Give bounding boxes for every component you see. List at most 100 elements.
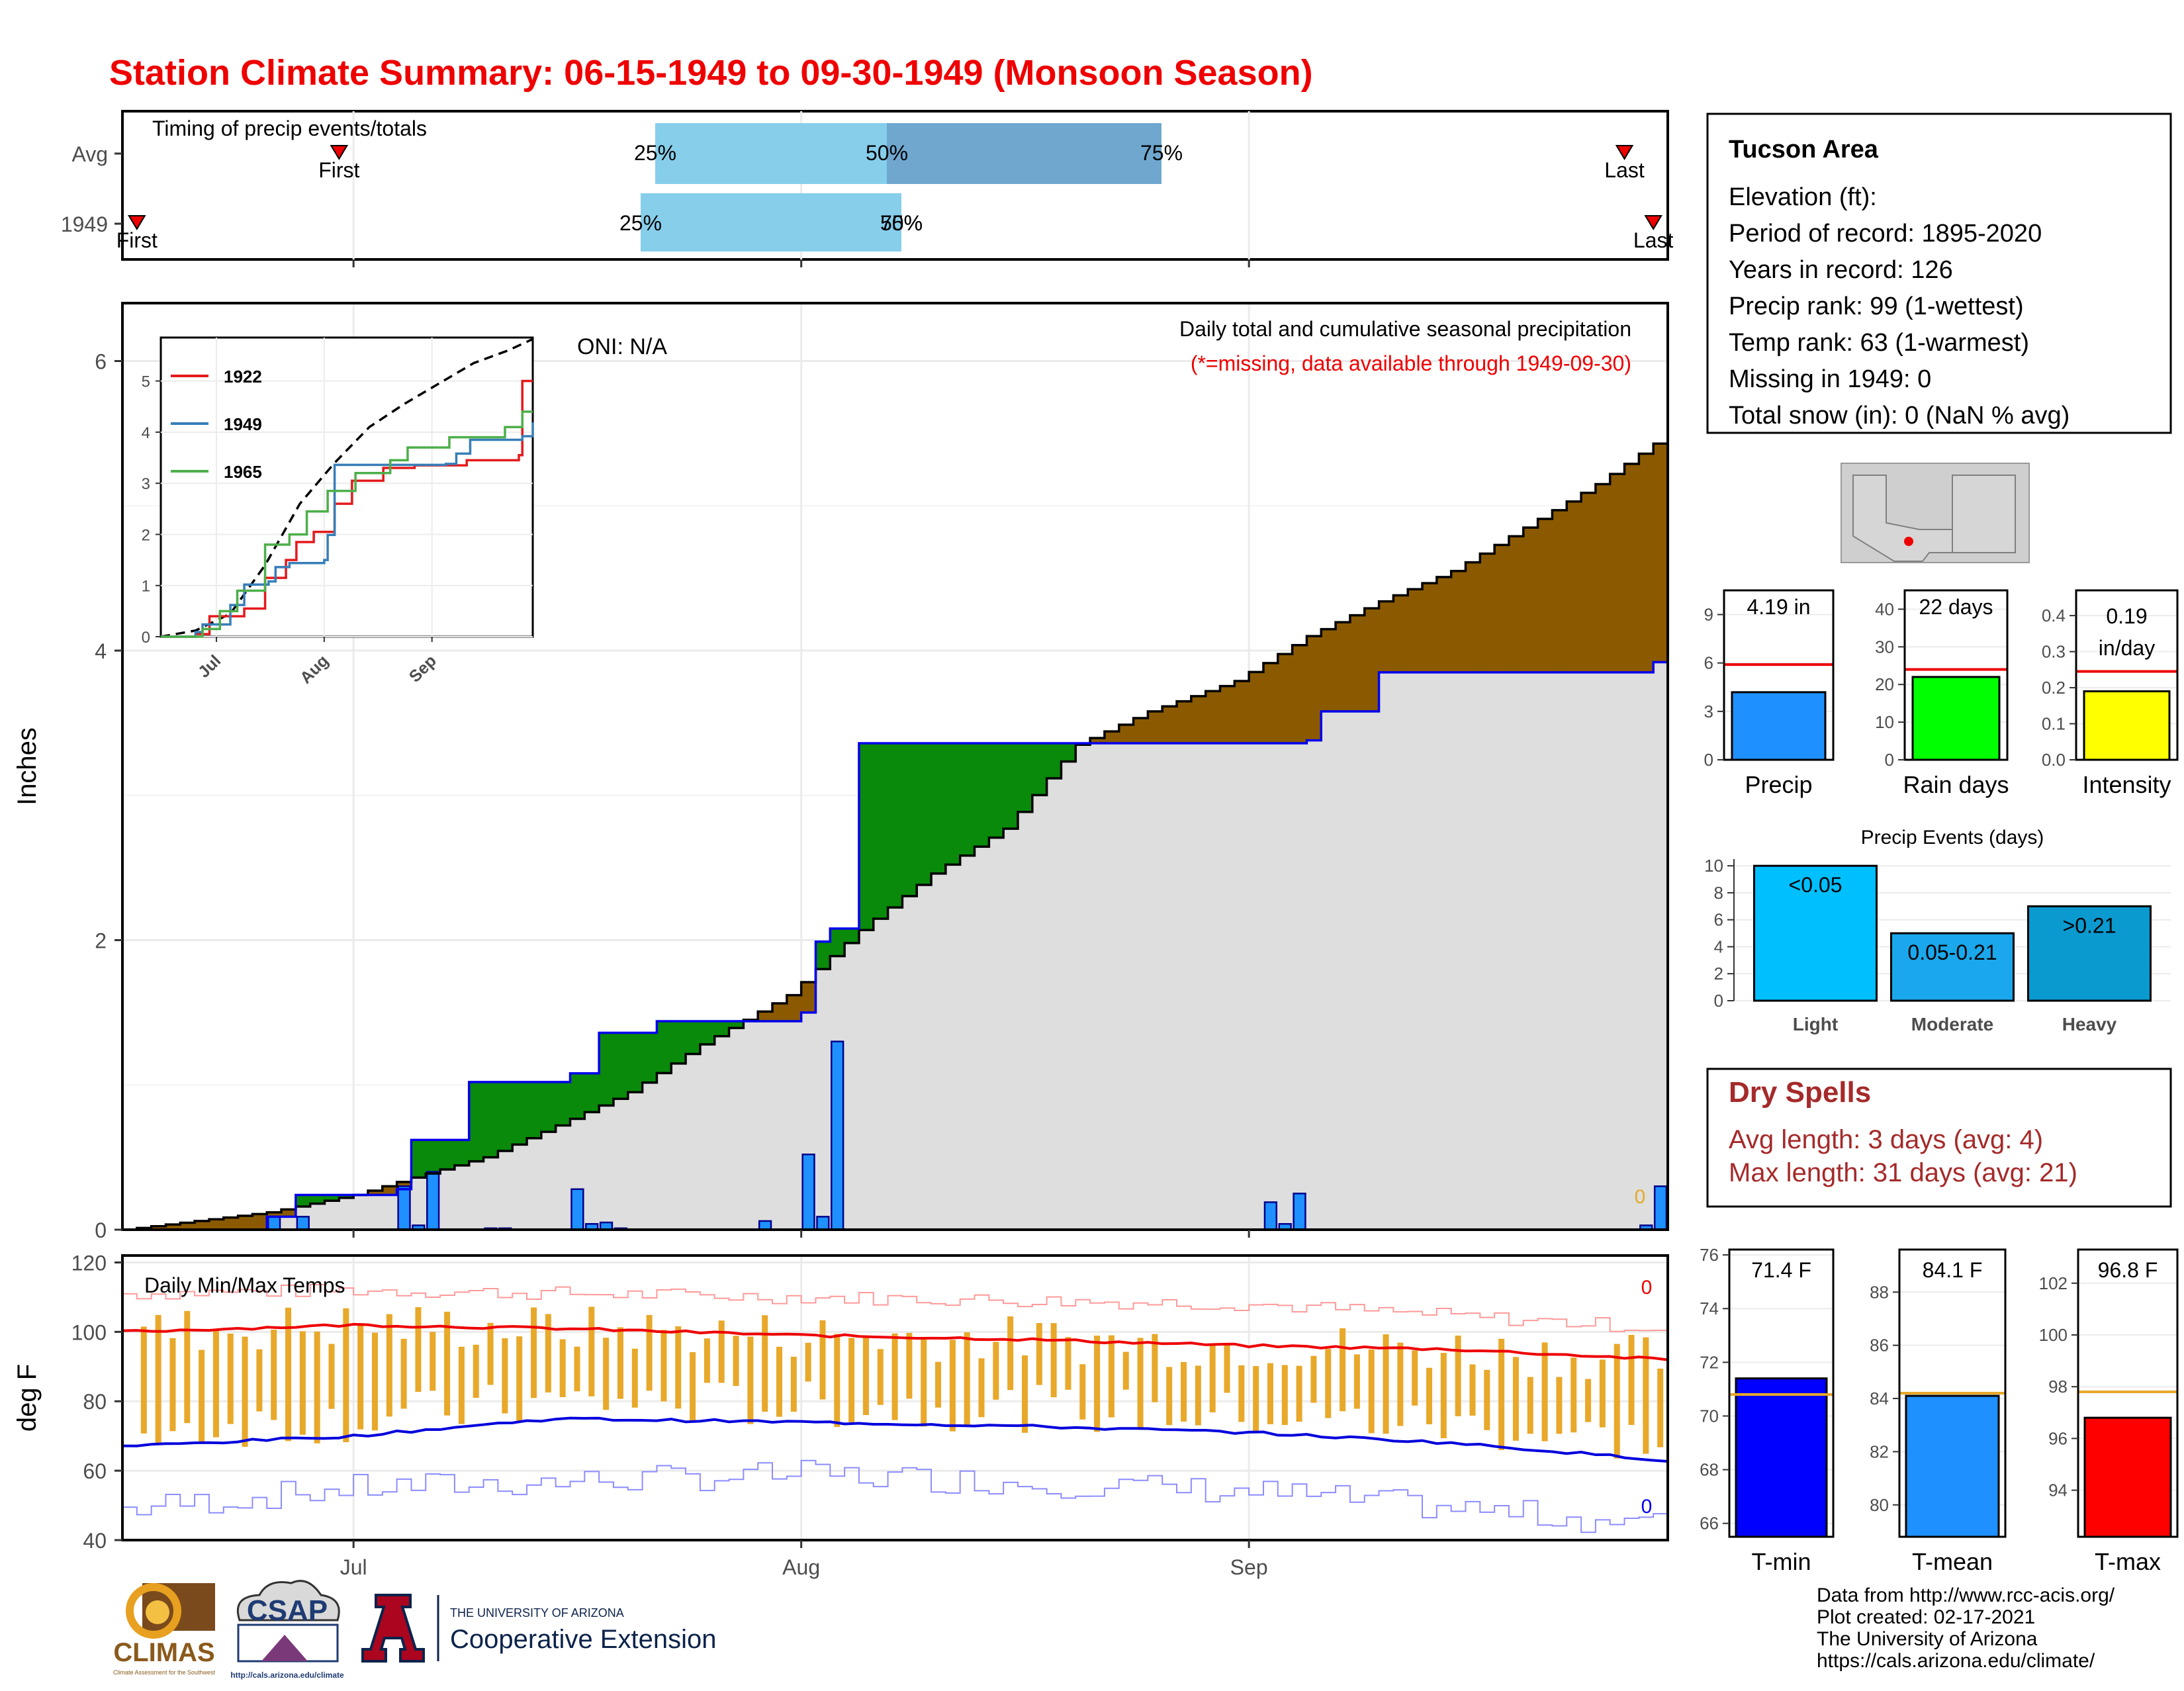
daily-temp-range (921, 1338, 927, 1427)
inset-legend-label: 1949 (224, 414, 262, 434)
daily-temp-range (1079, 1364, 1086, 1420)
daily-temp-range (1412, 1350, 1418, 1406)
deficit-fill (1639, 453, 1654, 672)
mini-bar-tick-label: 0.3 (2042, 642, 2066, 662)
year-cumulative-line (122, 623, 1669, 1231)
station-name: Tucson Area (1729, 136, 1879, 163)
temp-bar-value-label: 71.4 F (1751, 1258, 1811, 1282)
deficit-fill (1624, 463, 1639, 672)
deficit-fill (1379, 601, 1394, 672)
deficit-fill (281, 1209, 296, 1217)
precip-event-category: Light (1793, 1014, 1838, 1034)
surplus-fill (426, 1140, 441, 1174)
precip-events-y-tick-label: 10 (1704, 856, 1723, 876)
precip-event-bar (2027, 905, 2152, 1002)
temp-bar-tick-label: 76 (1700, 1245, 1719, 1265)
daily-temp-range (502, 1338, 508, 1414)
daily-temp-range (819, 1320, 826, 1400)
main-caption: Daily total and cumulative seasonal prec… (1179, 317, 1631, 341)
daily-precip-bar (426, 1171, 440, 1231)
footer-line: Data from http://www.rcc-acis.org/ (1817, 1584, 2115, 1606)
deficit-fill (1465, 562, 1480, 672)
p25-label: 25% (634, 141, 676, 165)
dry-spells-title: Dry Spells (1729, 1076, 1871, 1109)
surplus-fill (642, 1032, 657, 1083)
daily-temp-range (935, 1361, 942, 1408)
deficit-fill (1336, 622, 1351, 711)
avg-max-line (122, 1322, 1668, 1361)
temp-y-tick-label: 40 (83, 1529, 107, 1553)
daily-temp-range (285, 1307, 292, 1441)
deficit-fill (1090, 738, 1105, 743)
climas-logo-ring (126, 1583, 181, 1639)
daily-temp-range (704, 1338, 710, 1383)
daily-temp-range (631, 1348, 638, 1408)
daily-temp-range (1469, 1364, 1476, 1416)
deficit-fill (1552, 510, 1567, 672)
deficit-fill (1595, 484, 1611, 672)
mini-bar-frame-top (2075, 589, 2179, 761)
ua-logo-a (361, 1594, 425, 1663)
daily-temp-range (487, 1322, 494, 1385)
deficit-fill (208, 1219, 224, 1230)
precip-event-bar-text: 0.05-0.21 (1907, 940, 1997, 964)
inset-legend-label: 1922 (224, 367, 262, 387)
mini-bar-label: Intensity (2082, 771, 2171, 798)
deficit-fill (1249, 672, 1264, 743)
inset-y-tick-label: 5 (142, 373, 150, 391)
precip-event-category: Moderate (1911, 1014, 1993, 1034)
mini-bar-tick-label: 10 (1875, 712, 1894, 732)
surplus-fill (454, 1140, 470, 1165)
daily-temp-range (1643, 1337, 1649, 1454)
daily-temp-range (603, 1338, 610, 1410)
daily-temp-range (1021, 1355, 1028, 1433)
daily-temp-range (271, 1330, 277, 1420)
deficit-fill (267, 1212, 282, 1217)
deficit-fill (1277, 654, 1293, 743)
logos: CLIMAS Climate Assessment for the Southwe… (113, 1580, 716, 1680)
mini-bar-value-label: 0.19 (2106, 604, 2147, 628)
temp-bar-label: T-mean (1912, 1548, 1993, 1575)
surplus-fill (729, 1021, 744, 1028)
daily-temp-range (891, 1333, 898, 1420)
surplus-fill (1046, 743, 1062, 778)
daily-precip-bar (267, 1216, 281, 1231)
mini-bar-value (1911, 676, 2001, 761)
deficit-fill (367, 1190, 383, 1195)
surplus-fill (830, 929, 845, 956)
inset-series-1922 (161, 379, 533, 638)
timing-row-label: Avg (71, 142, 108, 166)
deficit-fill (223, 1217, 239, 1230)
deficit-fill (1133, 717, 1148, 743)
station-marker (1904, 537, 1913, 546)
deficit-fill (1581, 492, 1596, 672)
oni-label: ONI: N/A (577, 334, 667, 359)
precip-events-y-tick-label: 4 (1714, 937, 1723, 956)
timing-1949-bar (641, 193, 901, 251)
temp-x-tick-label: Sep (1230, 1555, 1268, 1579)
deficit-fill (1494, 545, 1510, 672)
info-line: Missing in 1949: 0 (1729, 365, 1931, 393)
dry-spells-line: Max length: 31 days (avg: 21) (1729, 1158, 2077, 1187)
surplus-fill (339, 1195, 354, 1198)
deficit-fill (1422, 583, 1437, 672)
daily-temp-range (1166, 1367, 1173, 1426)
temp-bar-tick-label: 98 (2048, 1377, 2068, 1396)
first-marker (128, 215, 146, 230)
surplus-fill (700, 1021, 715, 1044)
temp-y-tick-label: 80 (83, 1390, 107, 1414)
temp-bar-frame-top (1898, 1248, 2007, 1538)
daily-temp-range (1426, 1367, 1433, 1424)
surplus-fill (686, 1021, 701, 1054)
daily-temp-range (169, 1338, 176, 1432)
deficit-fill (195, 1220, 210, 1230)
daily-temp-range (328, 1344, 335, 1409)
deficit-fill (1653, 443, 1668, 663)
footer-line: https://cals.arizona.edu/climate/ (1817, 1650, 2095, 1672)
daily-temp-range (1541, 1342, 1548, 1441)
surplus-fill (555, 1081, 570, 1126)
daily-temp-range (299, 1331, 306, 1435)
temp-bar-tick-label: 100 (2039, 1325, 2068, 1345)
surplus-fill (1032, 743, 1048, 796)
daily-temp-range (545, 1314, 551, 1393)
